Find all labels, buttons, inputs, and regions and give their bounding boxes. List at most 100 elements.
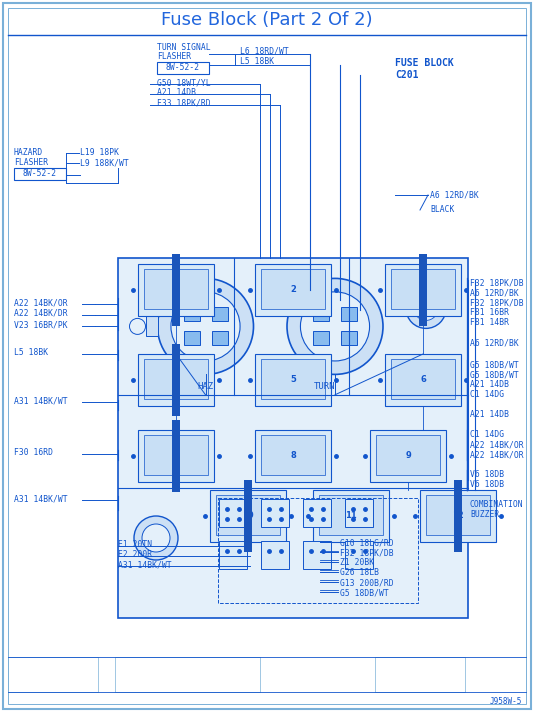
Text: L6 18RD/WT: L6 18RD/WT [240, 47, 289, 56]
Bar [210, 490, 286, 542]
Bar [376, 435, 440, 475]
Bar [261, 541, 289, 569]
Text: F32 18PK/DB: F32 18PK/DB [340, 548, 394, 557]
Bar [255, 354, 331, 406]
Bar [138, 264, 214, 316]
Bar [303, 541, 331, 569]
Text: F32 18PK/DB: F32 18PK/DB [470, 278, 524, 287]
Text: L9 188K/WT: L9 188K/WT [80, 158, 129, 167]
Text: G10 18LG/RD: G10 18LG/RD [340, 538, 394, 547]
Bar [313, 331, 329, 345]
Text: F81 14BR: F81 14BR [470, 318, 509, 327]
Bar [454, 480, 462, 552]
Text: A21 14DB: A21 14DB [470, 410, 509, 419]
Bar [313, 308, 329, 321]
Text: TURN SIGNAL: TURN SIGNAL [157, 43, 210, 52]
Bar [261, 499, 289, 527]
Text: TURN: TURN [314, 382, 336, 392]
Text: 6: 6 [420, 375, 426, 384]
Text: V6 18DB: V6 18DB [470, 470, 504, 479]
Bar [138, 354, 214, 406]
Text: G5 18DB/WT: G5 18DB/WT [470, 370, 519, 379]
Bar [385, 354, 461, 406]
Bar [261, 435, 325, 475]
Bar [385, 264, 461, 316]
Text: 9: 9 [405, 451, 411, 461]
Text: A21 14DB: A21 14DB [470, 380, 509, 389]
Text: BUZZER: BUZZER [470, 510, 499, 519]
Text: A22 14BK/DR: A22 14BK/DR [14, 309, 68, 318]
Bar [244, 480, 252, 552]
Text: F32 18PK/DB: F32 18PK/DB [470, 298, 524, 307]
Text: 11: 11 [345, 511, 357, 520]
Text: E1 20TN: E1 20TN [118, 540, 152, 549]
Bar [419, 254, 427, 326]
Text: G13 200B/RD: G13 200B/RD [340, 578, 394, 587]
Bar [8, 657, 98, 692]
Bar [313, 490, 389, 542]
Text: G26 18LB: G26 18LB [340, 568, 379, 577]
Bar [144, 269, 208, 309]
Text: HAZ: HAZ [198, 382, 214, 392]
Text: A6 12RD/BK: A6 12RD/BK [470, 338, 519, 347]
Text: 1: 1 [173, 286, 179, 295]
Bar [345, 541, 373, 569]
Bar [115, 657, 260, 692]
Text: HAZARD: HAZARD [14, 148, 43, 157]
Text: A31 14BK/WT: A31 14BK/WT [118, 560, 171, 569]
Bar [420, 490, 496, 542]
Bar [391, 359, 455, 399]
Text: C1 14DG: C1 14DG [470, 390, 504, 399]
Text: F30 16RD: F30 16RD [14, 448, 53, 457]
Text: G5 18DB/WT: G5 18DB/WT [340, 588, 389, 597]
Text: 8: 8 [290, 451, 296, 461]
Text: 12: 12 [452, 511, 464, 520]
Text: COMBINATION: COMBINATION [470, 500, 524, 509]
Bar [219, 499, 247, 527]
Text: F81 16BR: F81 16BR [470, 308, 509, 317]
Bar [303, 499, 331, 527]
Bar [144, 435, 208, 475]
Text: 8W-52-2: 8W-52-2 [23, 169, 57, 178]
Text: 2: 2 [290, 286, 296, 295]
Text: E2 200R: E2 200R [118, 550, 152, 559]
Bar [255, 430, 331, 482]
Text: 7: 7 [173, 451, 179, 461]
Text: Z1 20BK: Z1 20BK [340, 558, 374, 567]
Text: BLACK: BLACK [430, 205, 454, 214]
Bar [261, 269, 325, 309]
Bar [319, 495, 383, 535]
Bar [118, 258, 468, 618]
Bar [184, 331, 200, 345]
Text: G5 18DB/WT: G5 18DB/WT [470, 360, 519, 369]
Text: L5 18BK: L5 18BK [240, 57, 274, 66]
Text: A21 14DB: A21 14DB [157, 88, 196, 97]
Text: F33 18PK/RD: F33 18PK/RD [157, 98, 210, 107]
Bar [345, 499, 373, 527]
Text: A22 14BK/OR: A22 14BK/OR [470, 450, 524, 459]
Text: V6 18DB: V6 18DB [470, 480, 504, 489]
Bar [391, 269, 455, 309]
Text: 3: 3 [420, 286, 426, 295]
Bar [419, 303, 433, 315]
Bar [144, 359, 208, 399]
Text: A22 14BK/OR: A22 14BK/OR [470, 440, 524, 449]
Bar [145, 316, 158, 336]
Bar [370, 430, 446, 482]
Bar [341, 308, 357, 321]
Text: G50 18WT/YL: G50 18WT/YL [157, 78, 210, 87]
Text: FLASHER: FLASHER [157, 52, 191, 61]
Bar [218, 498, 418, 603]
Circle shape [158, 278, 254, 375]
Text: 10: 10 [242, 511, 254, 520]
Circle shape [287, 278, 383, 375]
Text: A31 14BK/WT: A31 14BK/WT [14, 494, 68, 503]
Bar [219, 541, 247, 569]
Bar [14, 168, 66, 180]
Text: 5: 5 [290, 375, 296, 384]
Text: C1 14DG: C1 14DG [470, 430, 504, 439]
Bar [138, 430, 214, 482]
Circle shape [414, 296, 438, 320]
Text: Fuse Block (Part 2 Of 2): Fuse Block (Part 2 Of 2) [161, 11, 373, 29]
Text: L19 18PK: L19 18PK [80, 148, 119, 157]
